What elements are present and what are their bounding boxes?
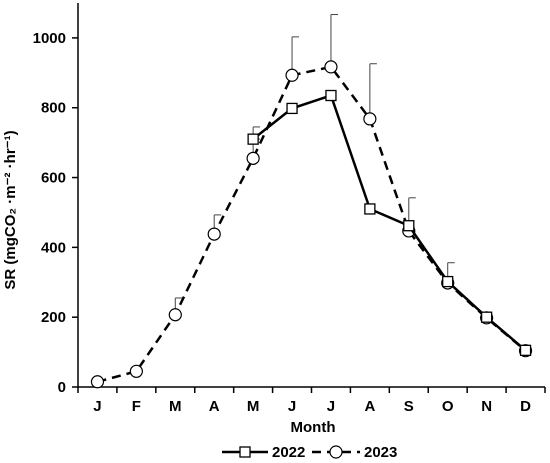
data-point-2022 [325, 89, 337, 102]
x-tick-label: J [327, 398, 335, 415]
data-point-2022 [480, 311, 493, 323]
series-line-2023 [97, 65, 527, 384]
x-tick-label: N [481, 398, 492, 415]
x-tick-label: F [132, 398, 141, 415]
data-point-2023 [246, 151, 260, 165]
legend-marker-2022 [239, 446, 251, 458]
x-tick-label: O [442, 398, 454, 415]
y-tick-label: 0 [58, 379, 66, 396]
series-layer [90, 14, 533, 389]
x-tick-label: S [404, 398, 414, 415]
data-point-2023 [168, 308, 182, 322]
y-tick-label: 600 [41, 170, 66, 187]
data-point-2023 [363, 112, 377, 126]
axes: 0 200 400 600 800 1000 J F M A M J J A S O N D [33, 3, 546, 415]
data-point-2022 [247, 133, 259, 145]
data-point-2023 [285, 68, 299, 82]
data-point-2022 [364, 203, 376, 215]
x-tick-label: J [288, 398, 296, 415]
data-point-2023 [129, 364, 143, 378]
x-tick-label: J [93, 398, 101, 415]
legend: 2022 2023 [222, 444, 397, 461]
data-point-2022 [286, 102, 298, 115]
legend-label-2023: 2023 [364, 444, 397, 461]
legend-label-2022: 2022 [272, 444, 305, 461]
data-point-2023 [90, 375, 105, 389]
series-2022 [247, 89, 532, 356]
series-2023 [90, 14, 533, 389]
y-tick-label: 400 [41, 239, 66, 256]
x-tick-label: A [364, 398, 375, 415]
x-axis-title: Month [291, 419, 336, 436]
y-tick-label: 200 [41, 309, 66, 326]
x-tick-label: D [520, 398, 531, 415]
x-tick-label: M [169, 398, 182, 415]
x-tick-label: M [247, 398, 260, 415]
legend-marker-2023 [329, 445, 343, 459]
series-line-2022 [252, 93, 527, 352]
x-tick-label: A [209, 398, 220, 415]
y-axis-title: SR (mgCO₂ ·m⁻² ·hr⁻¹) [2, 130, 19, 289]
y-tick-label: 1000 [33, 30, 66, 47]
y-tick-label: 800 [41, 100, 66, 117]
data-point-2022 [403, 220, 415, 232]
data-point-2023 [324, 60, 338, 74]
data-point-2022 [442, 275, 454, 288]
data-point-2022 [519, 344, 532, 356]
data-point-2023 [207, 227, 221, 241]
